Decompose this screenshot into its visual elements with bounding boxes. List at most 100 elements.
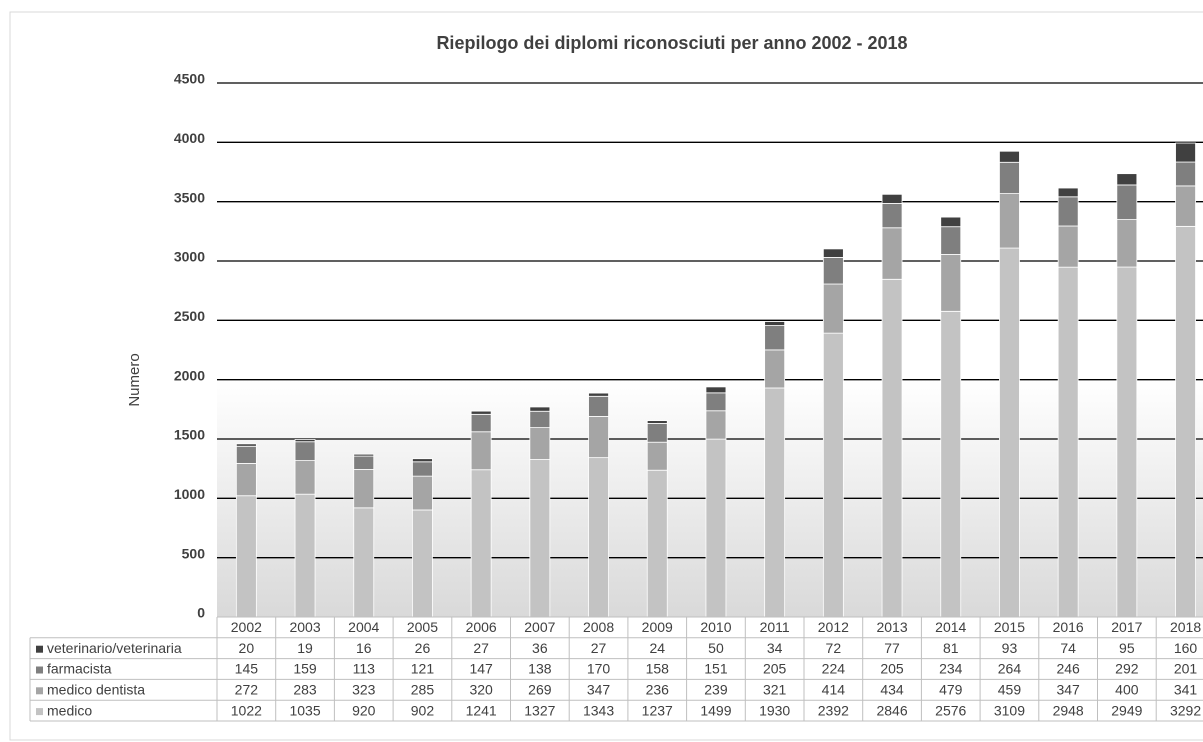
x-tick-label: 2009: [642, 619, 673, 635]
table-value: 121: [411, 661, 435, 677]
table-value: 74: [1060, 640, 1076, 656]
table-value: 347: [1056, 682, 1080, 698]
table-value: 1499: [700, 702, 731, 718]
bar-segment: [646, 441, 668, 471]
table-value: 159: [293, 661, 317, 677]
table-value: 205: [880, 661, 904, 677]
bar-segment: [1116, 184, 1138, 220]
bar-segment: [940, 254, 962, 312]
bar-segment: [235, 463, 257, 497]
bar-segment: [646, 469, 668, 618]
x-tick-label: 2010: [700, 619, 731, 635]
y-tick-label: 0: [197, 605, 205, 621]
x-tick-label: 2015: [994, 619, 1025, 635]
bar-segment: [881, 278, 903, 618]
table-value: 205: [763, 661, 787, 677]
table-value: 1343: [583, 702, 614, 718]
table-value: 479: [939, 682, 963, 698]
x-tick-label: 2017: [1111, 619, 1142, 635]
table-value: 239: [704, 682, 728, 698]
table-value: 93: [1002, 640, 1018, 656]
bar-segment: [705, 392, 727, 412]
bar-segment: [999, 193, 1020, 249]
table-value: 26: [415, 640, 431, 656]
table-value: 77: [884, 640, 900, 656]
table-value: 2846: [876, 702, 907, 718]
y-tick-label: 1500: [174, 427, 205, 443]
table-value: 246: [1056, 661, 1080, 677]
bar-segment: [1175, 142, 1196, 163]
bar-segment: [588, 395, 609, 417]
bar-segment: [940, 216, 962, 228]
table-value: 27: [473, 640, 489, 656]
table-value: 414: [822, 682, 846, 698]
table-value: 283: [293, 682, 317, 698]
bar-segment: [881, 227, 903, 280]
bar-segment: [1116, 173, 1138, 186]
bar-segment: [646, 423, 668, 443]
bar-segment: [529, 406, 551, 412]
table-value: 1930: [759, 702, 790, 718]
bar-segment: [235, 445, 257, 464]
bar-segment: [1057, 225, 1079, 268]
table-value: 201: [1174, 661, 1198, 677]
bar-segment: [235, 495, 257, 618]
table-value: 34: [767, 640, 783, 656]
table-value: 27: [591, 640, 607, 656]
bar-segment: [764, 321, 786, 326]
table-value: 19: [297, 640, 313, 656]
legend-label: farmacista: [47, 661, 112, 677]
bar-segment: [764, 349, 786, 389]
bar-segment: [353, 507, 375, 618]
bar-segment: [764, 387, 786, 618]
bar-segment: [822, 332, 844, 618]
table-value: 321: [763, 682, 787, 698]
bar-segment: [294, 441, 316, 461]
bar-segment: [529, 459, 551, 618]
chart-title: Riepilogo dei diplomi riconosciuti per a…: [436, 33, 907, 53]
x-tick-label: 2016: [1053, 619, 1084, 635]
table-value: 24: [649, 640, 665, 656]
bar-segment: [646, 420, 668, 424]
table-value: 920: [352, 702, 376, 718]
bar-segment: [470, 410, 492, 415]
chart-border: [9, 11, 1203, 741]
table-value: 1327: [524, 702, 555, 718]
bar-segment: [881, 193, 903, 204]
bar-segment: [470, 469, 492, 618]
table-value: 151: [704, 661, 728, 677]
y-tick-label: 2500: [174, 308, 205, 324]
table-value: 2392: [818, 702, 849, 718]
bar-segment: [705, 410, 727, 440]
bar-segment: [470, 413, 492, 433]
bar-segment: [1057, 196, 1079, 227]
bar-segment: [822, 283, 844, 334]
table-value: 272: [235, 682, 259, 698]
table-value: 72: [826, 640, 842, 656]
x-tick-label: 2005: [407, 619, 438, 635]
bar-segment: [588, 416, 609, 459]
bar-segment: [940, 226, 962, 255]
bar-segment: [588, 392, 609, 397]
bar-segment: [1116, 266, 1138, 618]
table-value: 234: [939, 661, 963, 677]
legend-key: [36, 645, 43, 653]
bar-segment: [588, 457, 609, 618]
table-value: 50: [708, 640, 724, 656]
bar-segment: [353, 469, 375, 509]
bar-segment: [1175, 185, 1196, 227]
x-tick-label: 2018: [1170, 619, 1201, 635]
y-tick-label: 3000: [174, 249, 205, 265]
legend-key: [36, 687, 43, 695]
bar-segment: [294, 493, 316, 618]
table-value: 224: [822, 661, 846, 677]
bar-segment: [412, 509, 433, 618]
table-value: 36: [532, 640, 548, 656]
table-value: 341: [1174, 682, 1198, 698]
bar-segment: [412, 475, 433, 511]
bar-segment: [999, 150, 1020, 163]
table-value: 158: [646, 661, 670, 677]
table-value: 1241: [466, 702, 497, 718]
table-value: 236: [646, 682, 670, 698]
x-tick-label: 2003: [289, 619, 320, 635]
